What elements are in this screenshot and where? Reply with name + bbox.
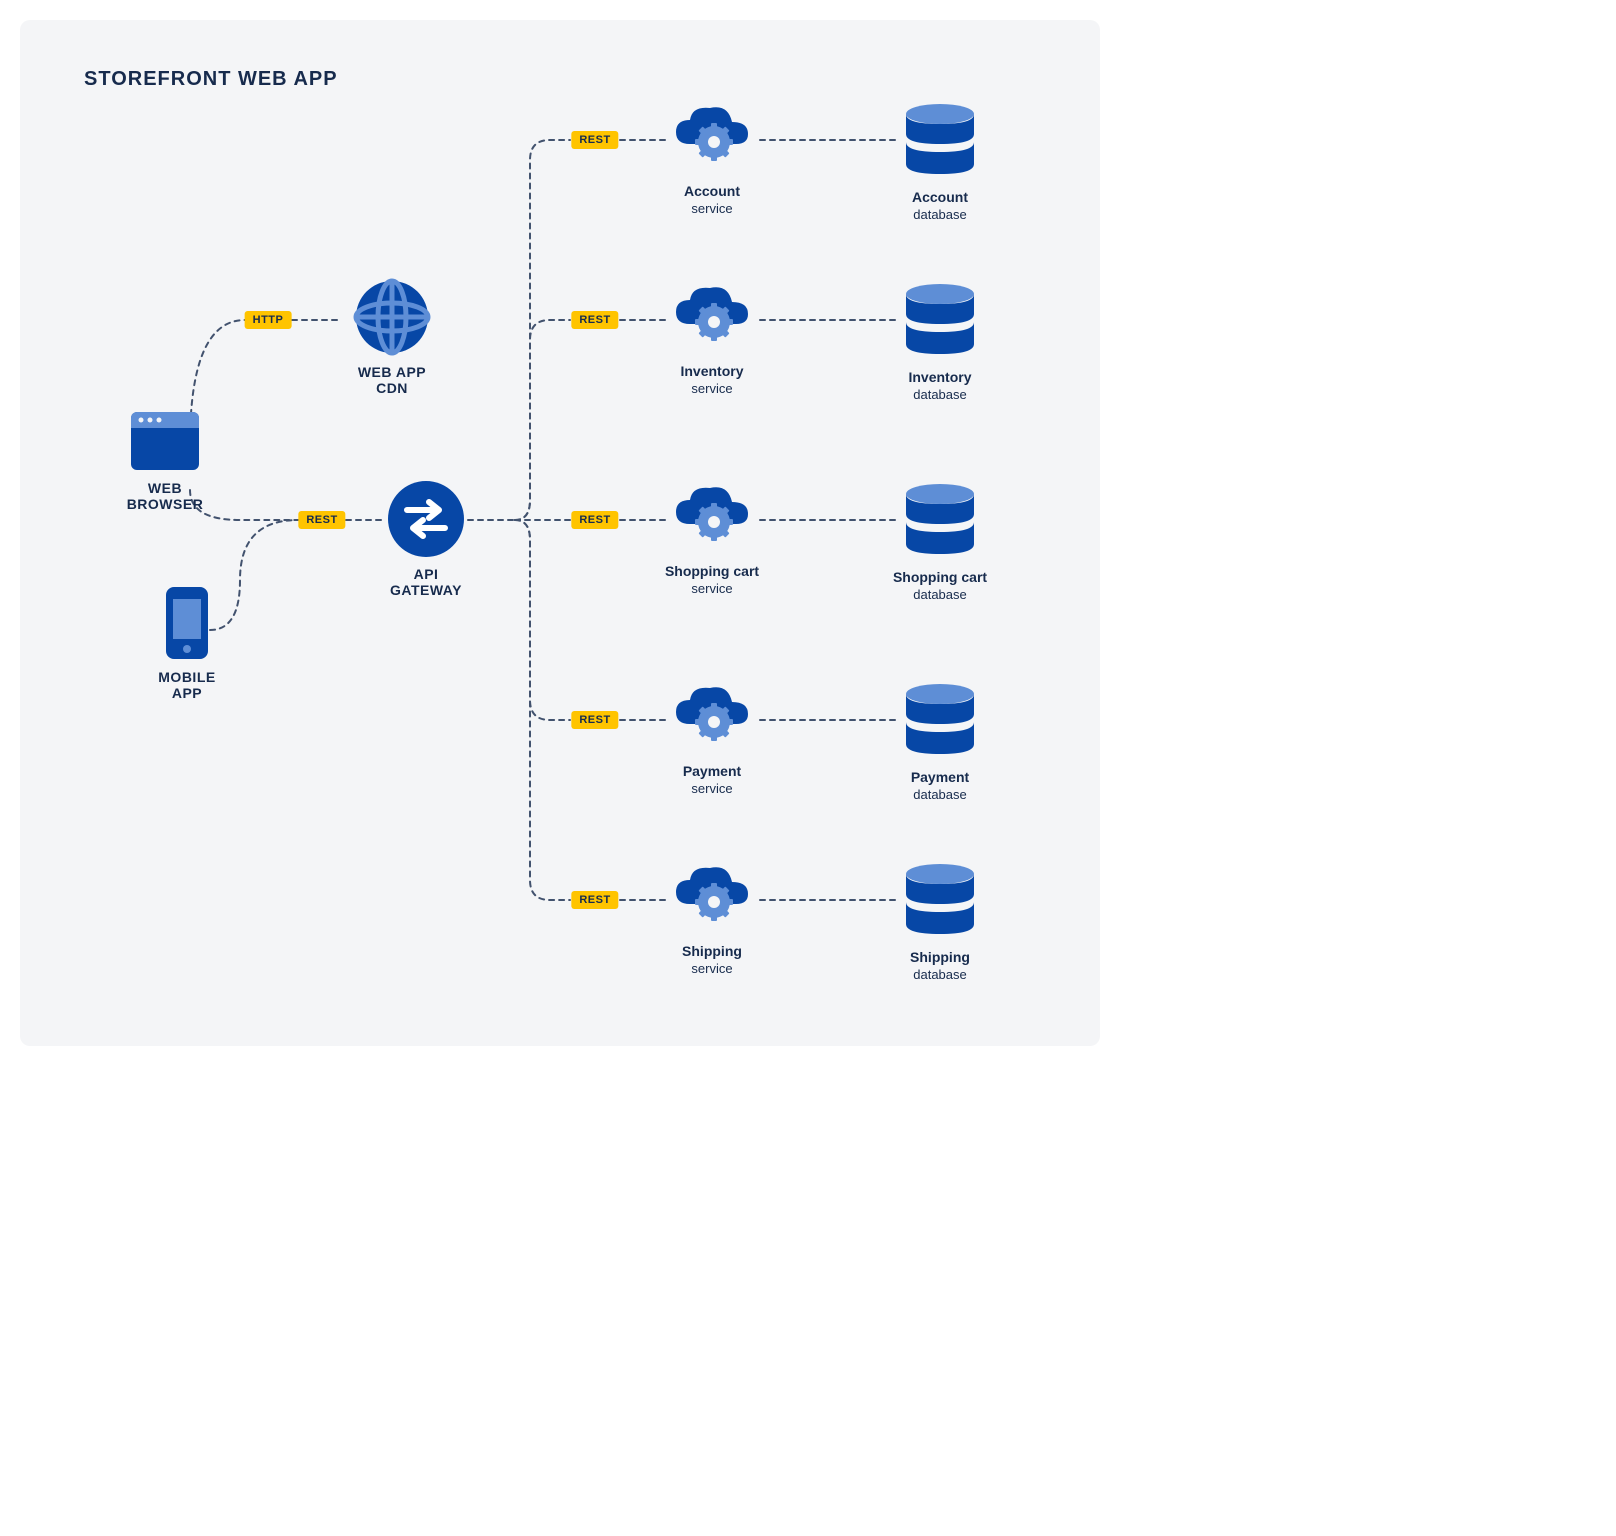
service-node-shopping-cart: Shopping cart service (652, 482, 772, 596)
cloud-gear-icon (670, 482, 754, 555)
protocol-badge-rest: REST (571, 891, 618, 909)
database-sublabel: database (913, 787, 967, 802)
service-node-shipping: Shipping service (652, 862, 772, 976)
service-sublabel: service (691, 201, 732, 216)
database-icon (902, 282, 978, 361)
protocol-badge-rest: REST (571, 711, 618, 729)
api-gateway-node: API GATEWAY (376, 480, 476, 598)
database-name: Inventory (908, 369, 971, 385)
web-app-cdn-label: WEB APP CDN (342, 364, 442, 396)
database-node-account: Account database (880, 102, 1000, 222)
protocol-badge-rest: REST (571, 311, 618, 329)
web-browser-node: WEB BROWSER (120, 410, 210, 512)
service-name: Payment (683, 763, 741, 779)
globe-icon (353, 278, 431, 356)
browser-window-icon (129, 410, 201, 472)
protocol-badge-rest: REST (298, 511, 345, 529)
cloud-gear-icon (670, 862, 754, 935)
cloud-gear-icon (670, 282, 754, 355)
database-icon (902, 682, 978, 761)
service-node-account: Account service (652, 102, 772, 216)
api-gateway-label: API GATEWAY (376, 566, 476, 598)
database-name: Account (912, 189, 968, 205)
database-name: Shopping cart (893, 569, 987, 585)
database-node-payment: Payment database (880, 682, 1000, 802)
database-sublabel: database (913, 387, 967, 402)
service-sublabel: service (691, 381, 732, 396)
service-name: Inventory (680, 363, 743, 379)
database-icon (902, 482, 978, 561)
database-icon (902, 102, 978, 181)
web-browser-label: WEB BROWSER (120, 480, 210, 512)
service-node-inventory: Inventory service (652, 282, 772, 396)
service-sublabel: service (691, 961, 732, 976)
protocol-badge-rest: REST (571, 131, 618, 149)
database-node-inventory: Inventory database (880, 282, 1000, 402)
database-node-shipping: Shipping database (880, 862, 1000, 982)
database-name: Payment (911, 769, 969, 785)
database-icon (902, 862, 978, 941)
database-sublabel: database (913, 207, 967, 222)
service-sublabel: service (691, 781, 732, 796)
service-name: Shipping (682, 943, 742, 959)
protocol-badge-rest: REST (571, 511, 618, 529)
service-name: Account (684, 183, 740, 199)
service-node-payment: Payment service (652, 682, 772, 796)
database-name: Shipping (910, 949, 970, 965)
mobile-app-label: MOBILE APP (147, 669, 227, 701)
cloud-gear-icon (670, 102, 754, 175)
gateway-icon (387, 480, 465, 558)
mobile-icon (162, 585, 212, 661)
database-node-shopping-cart: Shopping cart database (880, 482, 1000, 602)
diagram-title: STOREFRONT WEB APP (84, 68, 338, 91)
database-sublabel: database (913, 967, 967, 982)
web-app-cdn-node: WEB APP CDN (342, 278, 442, 396)
cloud-gear-icon (670, 682, 754, 755)
mobile-app-node: MOBILE APP (147, 585, 227, 701)
database-sublabel: database (913, 587, 967, 602)
service-sublabel: service (691, 581, 732, 596)
service-name: Shopping cart (665, 563, 759, 579)
diagram-canvas: STOREFRONT WEB APP WEB BROWSER MOBILE AP… (20, 20, 1100, 1046)
protocol-badge-http: HTTP (245, 311, 292, 329)
